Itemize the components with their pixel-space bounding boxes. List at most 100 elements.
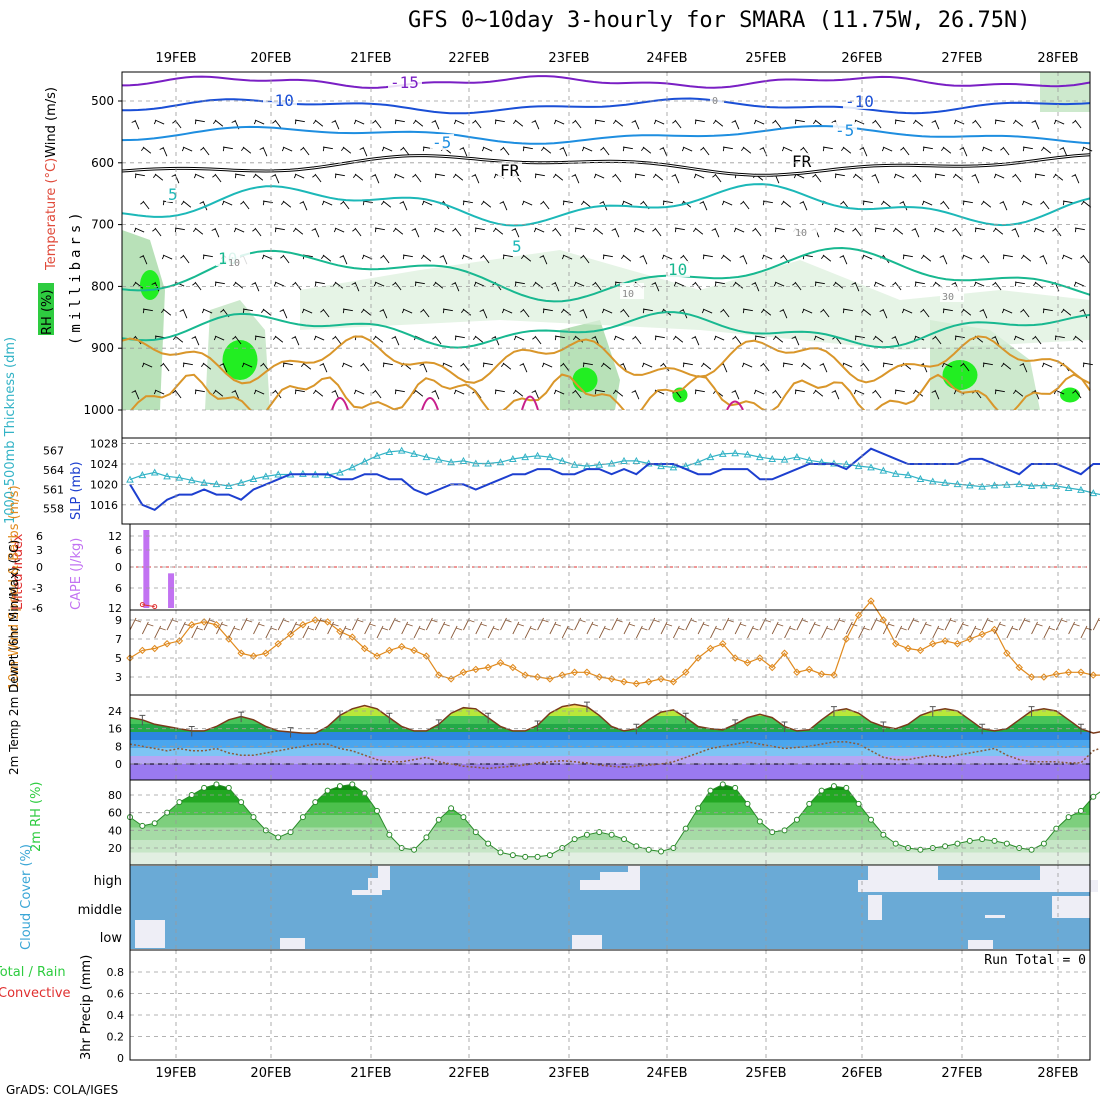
wind-speed-point (422, 652, 431, 660)
rh-point (868, 816, 874, 823)
wind-barb (733, 227, 745, 233)
cape-tick-label: 12 (108, 530, 122, 543)
contour-line-5 (121, 183, 1091, 227)
wind-barb (491, 335, 500, 346)
wind-barb (211, 227, 220, 238)
wind-barb (772, 335, 784, 343)
thickness-point (891, 469, 900, 477)
cape-axis-label: CAPE (J/kg) (69, 538, 84, 610)
rh-point (534, 853, 541, 860)
wind-speed-point (978, 630, 986, 638)
millibars-label: (millibars) (68, 208, 84, 345)
wind-barb-10m (1018, 617, 1031, 631)
thickness-point (533, 451, 542, 459)
rh-point (917, 846, 924, 853)
slp-line (129, 447, 1100, 512)
thickness-point (447, 458, 455, 466)
wind-barb (253, 389, 265, 395)
wind-barb-10m (722, 617, 734, 631)
wind-barb (832, 281, 844, 289)
wind-barb-10m (710, 625, 722, 639)
date-label-bottom: 21FEB (350, 1066, 391, 1081)
wind-barb (931, 389, 940, 400)
wind-barb (701, 308, 713, 314)
wind-barb-10m (784, 625, 796, 639)
wind-barb (372, 335, 384, 343)
wind-barb (1080, 200, 1092, 208)
wind-barb (452, 227, 462, 237)
wind-barb (233, 227, 245, 233)
wind-speed-point (941, 637, 949, 645)
wind-barb (822, 146, 833, 152)
contour-label: -15 (390, 73, 419, 92)
wind-barb (420, 254, 432, 262)
rh-high-shading (140, 270, 160, 300)
rh-point (1040, 840, 1047, 847)
thickness-point (793, 453, 801, 461)
wind-barb (460, 362, 470, 372)
wind-speed-point (274, 640, 282, 648)
thickness-point (990, 481, 999, 489)
wind-barb (482, 362, 493, 368)
wind-barb (412, 389, 424, 397)
wind-barb (594, 119, 605, 125)
contour-line-20 (521, 395, 539, 411)
contour-label-bg (388, 74, 422, 90)
wind-speed-point (929, 640, 937, 648)
wind-barb (219, 362, 228, 373)
thickness-point (965, 481, 974, 489)
minmax-marker (188, 725, 195, 737)
wind-barb (762, 200, 773, 206)
wind-barb-10m (635, 625, 648, 639)
wind-barb (1013, 335, 1025, 341)
wind-tick-label: 3 (115, 671, 122, 684)
rh-point (225, 784, 232, 791)
wind-barb (194, 389, 205, 395)
wind-barb (562, 200, 573, 206)
rh-tick-label: 60 (108, 807, 122, 820)
wind-barb (999, 200, 1008, 211)
wind-barb (332, 281, 344, 289)
wind-barb-10m (253, 621, 265, 635)
wind-barb (1079, 308, 1088, 319)
wind-barb (271, 173, 280, 184)
rh2m-grid (130, 780, 1090, 865)
wind-barb (1000, 146, 1010, 156)
wind-barb (819, 362, 828, 373)
wind-barb (922, 146, 933, 152)
wind-barb (813, 335, 825, 341)
minmax-marker (139, 714, 146, 726)
wind-barb (161, 254, 173, 260)
wind-barb (872, 389, 882, 399)
wind-barb (574, 227, 585, 233)
wind-barb (732, 281, 744, 289)
rh-tick-label: 80 (108, 789, 122, 802)
rh-point (571, 836, 578, 843)
contour-label: -10 (265, 91, 294, 110)
wind-barb (754, 335, 765, 341)
thickness-point (471, 459, 480, 467)
wind-barb (991, 335, 1000, 346)
rh-point (336, 783, 343, 790)
wind-barb (241, 362, 253, 368)
wind-barb (433, 227, 445, 233)
temp-tick-label: 8 (115, 740, 122, 753)
rh-point (979, 836, 986, 843)
contour-label: FR (792, 152, 812, 171)
wind-barb (622, 146, 633, 152)
upper-wind-barbs (131, 119, 1093, 400)
wind-barb (992, 281, 1002, 291)
wind-barb (201, 308, 213, 314)
cape-bar (143, 530, 150, 608)
wind-barb (782, 362, 793, 368)
cloud-clear-block (378, 866, 390, 890)
wind-barb (453, 119, 465, 125)
rh-point (176, 799, 183, 806)
wind-barb (480, 200, 492, 208)
wind-speed-point (743, 659, 752, 667)
wind-barb (933, 227, 945, 233)
rh-point (460, 814, 467, 821)
wind-barb (1073, 281, 1085, 287)
wind-barb (973, 281, 985, 287)
wind-barb (539, 254, 548, 265)
